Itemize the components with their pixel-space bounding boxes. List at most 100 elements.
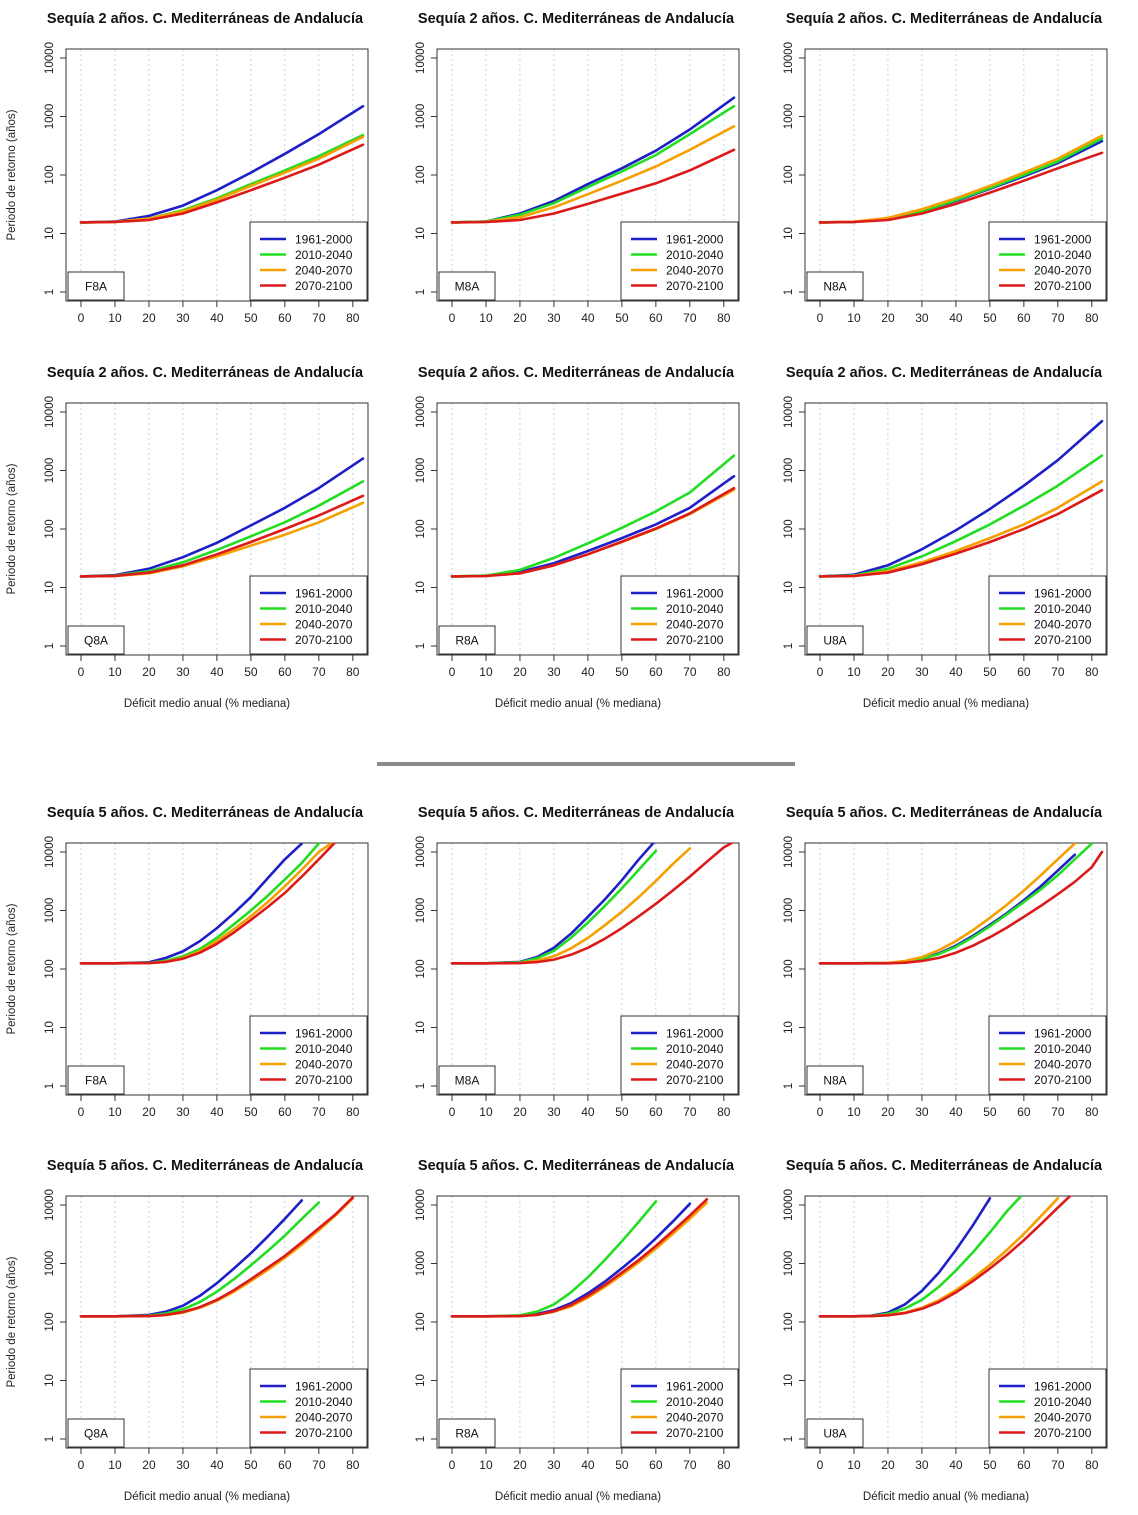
x-tick-label: 10 xyxy=(479,1105,493,1119)
legend-label: 2010-2040 xyxy=(666,1042,724,1056)
y-tick-label: 10000 xyxy=(415,836,427,868)
chart-title: Sequía 2 años. C. Mediterráneas de Andal… xyxy=(786,11,1103,27)
y-tick-label: 1 xyxy=(783,1083,795,1089)
y-tick-label: 100 xyxy=(783,519,795,538)
y-tick-label: 1000 xyxy=(415,898,427,924)
y-tick-label: 100 xyxy=(44,519,56,538)
x-tick-label: 20 xyxy=(513,311,527,325)
y-tick-label: 100 xyxy=(783,959,795,978)
legend-label: 1961-2000 xyxy=(1034,233,1092,247)
x-tick-label: 30 xyxy=(547,665,561,679)
series-line-2010-2040 xyxy=(818,137,1104,224)
x-tick-label: 60 xyxy=(649,1458,663,1472)
x-tick-label: 10 xyxy=(479,311,493,325)
y-tick-label: 1000 xyxy=(783,1251,795,1277)
legend-label: 2010-2040 xyxy=(295,602,353,616)
series-line-2040-2070 xyxy=(818,134,1104,224)
y-tick-label: 10 xyxy=(44,581,56,594)
series-line-2070-2100 xyxy=(818,850,1104,965)
series-line-2010-2040 xyxy=(79,133,365,224)
y-tick-label: 10000 xyxy=(415,42,427,74)
legend-label: 2070-2100 xyxy=(295,1073,353,1087)
y-tick-label: 1 xyxy=(44,289,56,295)
chart-title: Sequía 5 años. C. Mediterráneas de Andal… xyxy=(47,805,364,821)
legend-label: 2040-2070 xyxy=(666,618,724,632)
chart-title: Sequía 5 años. C. Mediterráneas de Andal… xyxy=(418,1158,735,1174)
legend-label: 2070-2100 xyxy=(666,279,724,293)
x-tick-label: 60 xyxy=(1017,1105,1031,1119)
x-tick-label: 30 xyxy=(547,1458,561,1472)
x-tick-label: 20 xyxy=(142,311,156,325)
series-line-2040-2070 xyxy=(450,488,736,578)
x-tick-label: 40 xyxy=(949,1105,963,1119)
legend-label: 2040-2070 xyxy=(295,264,353,278)
series-line-2070-2100 xyxy=(79,494,365,578)
legend-label: 1961-2000 xyxy=(295,1027,353,1041)
legend-label: 2010-2040 xyxy=(1034,602,1092,616)
panel-label-box xyxy=(438,1065,496,1095)
panel-label-box xyxy=(67,1065,125,1095)
x-axis-title: Déficit medio anual (% mediana) xyxy=(863,1491,1029,1503)
series-line-1961-2000 xyxy=(818,419,1104,578)
y-tick-label: 10 xyxy=(415,227,427,240)
panel-label: Q8A xyxy=(84,1427,108,1441)
panel-label: U8A xyxy=(823,1427,846,1441)
series-line-2070-2100 xyxy=(818,488,1104,578)
x-tick-label: 30 xyxy=(176,311,190,325)
x-axis-title: Déficit medio anual (% mediana) xyxy=(863,698,1029,710)
chart-title: Sequía 2 años. C. Mediterráneas de Andal… xyxy=(418,365,735,381)
y-tick-label: 1 xyxy=(783,289,795,295)
series-line-2040-2070 xyxy=(79,135,365,224)
x-tick-label: 80 xyxy=(717,311,731,325)
x-tick-label: 80 xyxy=(346,1458,360,1472)
legend-box xyxy=(988,575,1107,655)
y-axis-title: Periodo de retorno (años) xyxy=(6,109,18,240)
y-tick-label: 10000 xyxy=(44,836,56,868)
panel-label: M8A xyxy=(455,280,480,294)
y-tick-label: 1 xyxy=(44,643,56,649)
legend-label: 1961-2000 xyxy=(295,1380,353,1394)
y-tick-label: 1000 xyxy=(783,458,795,484)
x-tick-label: 60 xyxy=(1017,1458,1031,1472)
y-tick-label: 100 xyxy=(44,959,56,978)
legend-label: 2040-2070 xyxy=(1034,1058,1092,1072)
series-line-1961-2000 xyxy=(79,843,304,965)
legend-box xyxy=(620,221,739,301)
x-tick-label: 80 xyxy=(1085,1105,1099,1119)
series-line-1961-2000 xyxy=(79,457,365,578)
legend-label: 2040-2070 xyxy=(666,1411,724,1425)
chart-title: Sequía 2 años. C. Mediterráneas de Andal… xyxy=(47,11,364,27)
chart-panel-5: Sequía 2 años. C. Mediterráneas de Andal… xyxy=(415,365,740,710)
y-tick-label: 10000 xyxy=(44,42,56,74)
panel-label: M8A xyxy=(455,1074,480,1088)
legend-label: 2070-2100 xyxy=(1034,279,1092,293)
x-tick-label: 60 xyxy=(1017,311,1031,325)
x-tick-label: 70 xyxy=(312,311,326,325)
series-line-2070-2100 xyxy=(79,843,337,965)
y-tick-label: 1 xyxy=(783,1436,795,1442)
legend-box xyxy=(988,1368,1107,1448)
x-tick-label: 0 xyxy=(78,665,85,679)
x-tick-label: 10 xyxy=(847,1458,861,1472)
y-tick-label: 10 xyxy=(783,1021,795,1034)
legend-label: 2010-2040 xyxy=(666,1395,724,1409)
series-line-2070-2100 xyxy=(818,1196,1072,1318)
legend-label: 1961-2000 xyxy=(1034,1027,1092,1041)
y-tick-label: 10000 xyxy=(783,396,795,428)
series-line-2040-2070 xyxy=(818,1197,1060,1318)
y-tick-label: 1 xyxy=(44,1436,56,1442)
series-line-1961-2000 xyxy=(818,1197,992,1318)
legend-label: 2070-2100 xyxy=(666,1073,724,1087)
x-tick-label: 40 xyxy=(949,311,963,325)
y-tick-label: 10000 xyxy=(415,396,427,428)
x-tick-label: 80 xyxy=(1085,665,1099,679)
y-tick-label: 10 xyxy=(783,1374,795,1387)
x-tick-label: 40 xyxy=(581,1458,595,1472)
y-tick-label: 1 xyxy=(415,643,427,649)
x-tick-label: 70 xyxy=(683,1458,697,1472)
series-line-2070-2100 xyxy=(79,143,365,224)
legend-label: 2070-2100 xyxy=(666,1426,724,1440)
x-tick-label: 40 xyxy=(210,311,224,325)
x-tick-label: 50 xyxy=(244,1458,258,1472)
